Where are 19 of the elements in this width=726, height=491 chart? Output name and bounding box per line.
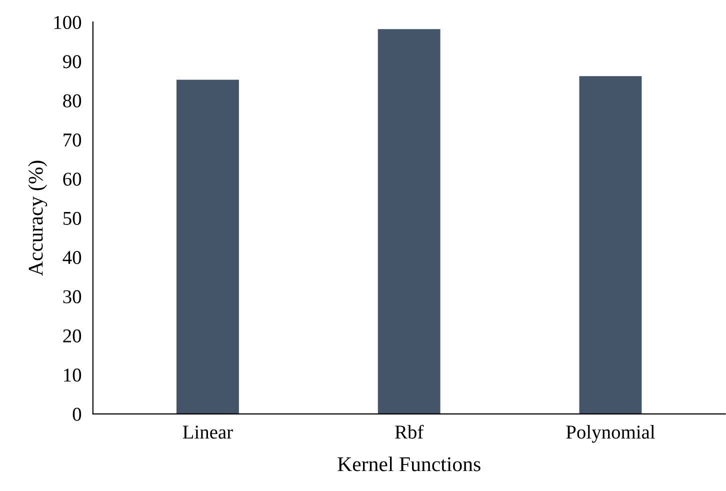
y-tick-label: 90: [63, 55, 82, 68]
bar: [378, 29, 440, 414]
bar: [579, 76, 642, 414]
y-axis-title: Accuracy (%): [28, 160, 48, 276]
y-tick-label: 60: [63, 172, 82, 186]
bar: [176, 80, 239, 414]
y-tick-label: 40: [62, 251, 82, 264]
x-axis-title: Kernel Functions: [338, 456, 480, 472]
y-tick-label: 70: [64, 133, 82, 147]
x-tick-label: Polynomial: [566, 425, 655, 443]
y-tick-label: 30: [63, 290, 82, 304]
x-tick-label: Linear: [182, 426, 233, 439]
y-tick-label: 80: [63, 94, 82, 108]
y-tick-label: 10: [64, 368, 82, 382]
y-tick-label: 0: [72, 408, 82, 421]
y-tick-label: 100: [54, 16, 82, 30]
y-tick-label: 50: [64, 212, 82, 225]
x-tick-label: Rbf: [395, 424, 424, 439]
y-tick-label: 20: [63, 329, 82, 342]
